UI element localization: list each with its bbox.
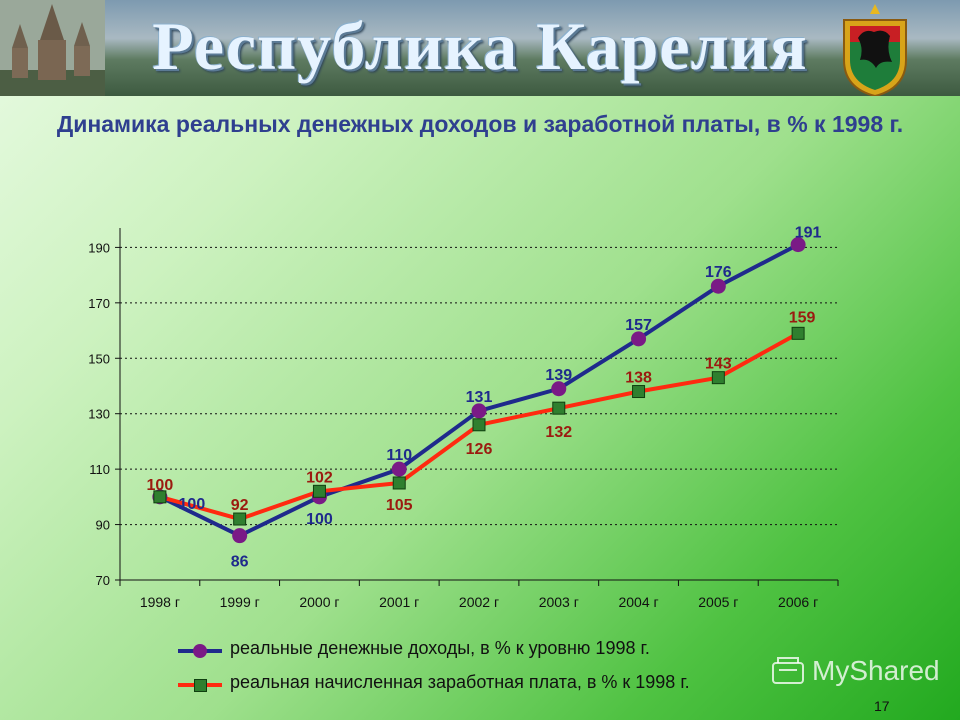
data-label-wage: 105: [386, 497, 413, 514]
y-tick-label: 90: [96, 518, 110, 533]
legend-label-wage: реальная начисленная заработная плата, в…: [230, 672, 690, 692]
legend-item-income: реальные денежные доходы, в % к уровню 1…: [178, 634, 818, 668]
data-label-wage: 92: [231, 497, 249, 514]
x-tick-label: 1999 г: [220, 594, 260, 610]
data-label-income: 100: [179, 496, 206, 513]
x-tick-label: 2004 г: [618, 594, 658, 610]
data-point-wage: [632, 385, 646, 399]
data-label-income: 100: [306, 511, 333, 528]
x-tick-label: 2006 г: [778, 594, 818, 610]
data-point-wage: [472, 418, 486, 432]
data-point-income: [391, 461, 407, 477]
header-banner: Республика Карелия: [0, 0, 960, 96]
x-tick-label: 2002 г: [459, 594, 499, 610]
data-point-income: [232, 528, 248, 544]
data-label-wage: 159: [789, 309, 816, 326]
data-label-wage: 102: [306, 469, 333, 486]
data-label-income: 131: [466, 389, 493, 406]
data-label-income: 110: [386, 447, 412, 464]
legend-marker-circle-icon: [193, 644, 207, 658]
data-label-income: 86: [231, 554, 249, 571]
x-tick-label: 2003 г: [539, 594, 579, 610]
y-tick-label: 150: [88, 351, 110, 366]
y-tick-label: 70: [96, 573, 110, 588]
data-label-income: 139: [545, 367, 572, 384]
y-tick-label: 130: [88, 407, 110, 422]
banner-title: Республика Карелия: [152, 8, 808, 84]
data-point-income: [551, 381, 567, 397]
data-label-income: 176: [705, 264, 732, 281]
x-tick-label: 2005 г: [698, 594, 738, 610]
data-label-wage: 132: [545, 424, 572, 441]
x-tick-label: 1998 г: [140, 594, 180, 610]
data-point-wage: [392, 476, 406, 490]
coat-of-arms-icon: [843, 4, 907, 96]
x-tick-label: 2000 г: [299, 594, 339, 610]
data-label-wage: 100: [147, 477, 174, 494]
data-point-wage: [552, 401, 566, 415]
watermark-icon: [772, 657, 804, 684]
data-point-income: [710, 278, 726, 294]
data-label-income: 191: [795, 225, 822, 242]
data-point-wage: [312, 484, 326, 498]
legend-label-income: реальные денежные доходы, в % к уровню 1…: [230, 638, 650, 658]
watermark-text: MyShared: [812, 655, 940, 686]
y-tick-label: 190: [88, 240, 110, 255]
y-tick-label: 170: [88, 296, 110, 311]
chart-legend: реальные денежные доходы, в % к уровню 1…: [178, 634, 818, 702]
x-tick-label: 2001 г: [379, 594, 419, 610]
legend-item-wage: реальная начисленная заработная плата, в…: [178, 668, 818, 702]
data-point-wage: [711, 371, 725, 385]
y-tick-label: 110: [89, 462, 110, 477]
data-label-wage: 143: [705, 356, 732, 373]
chart-title: Динамика реальных денежных доходов и зар…: [56, 111, 904, 137]
data-point-wage: [791, 326, 805, 340]
data-label-income: 157: [625, 317, 652, 334]
page-number: 17: [874, 698, 890, 714]
data-point-income: [471, 403, 487, 419]
data-point-income: [790, 237, 806, 253]
data-point-wage: [233, 512, 247, 526]
church-photo: [0, 0, 105, 96]
data-point-income: [631, 331, 647, 347]
data-label-wage: 126: [466, 441, 493, 458]
data-point-wage: [153, 490, 167, 504]
legend-marker-square-icon: [194, 679, 207, 692]
data-label-wage: 138: [625, 370, 652, 387]
